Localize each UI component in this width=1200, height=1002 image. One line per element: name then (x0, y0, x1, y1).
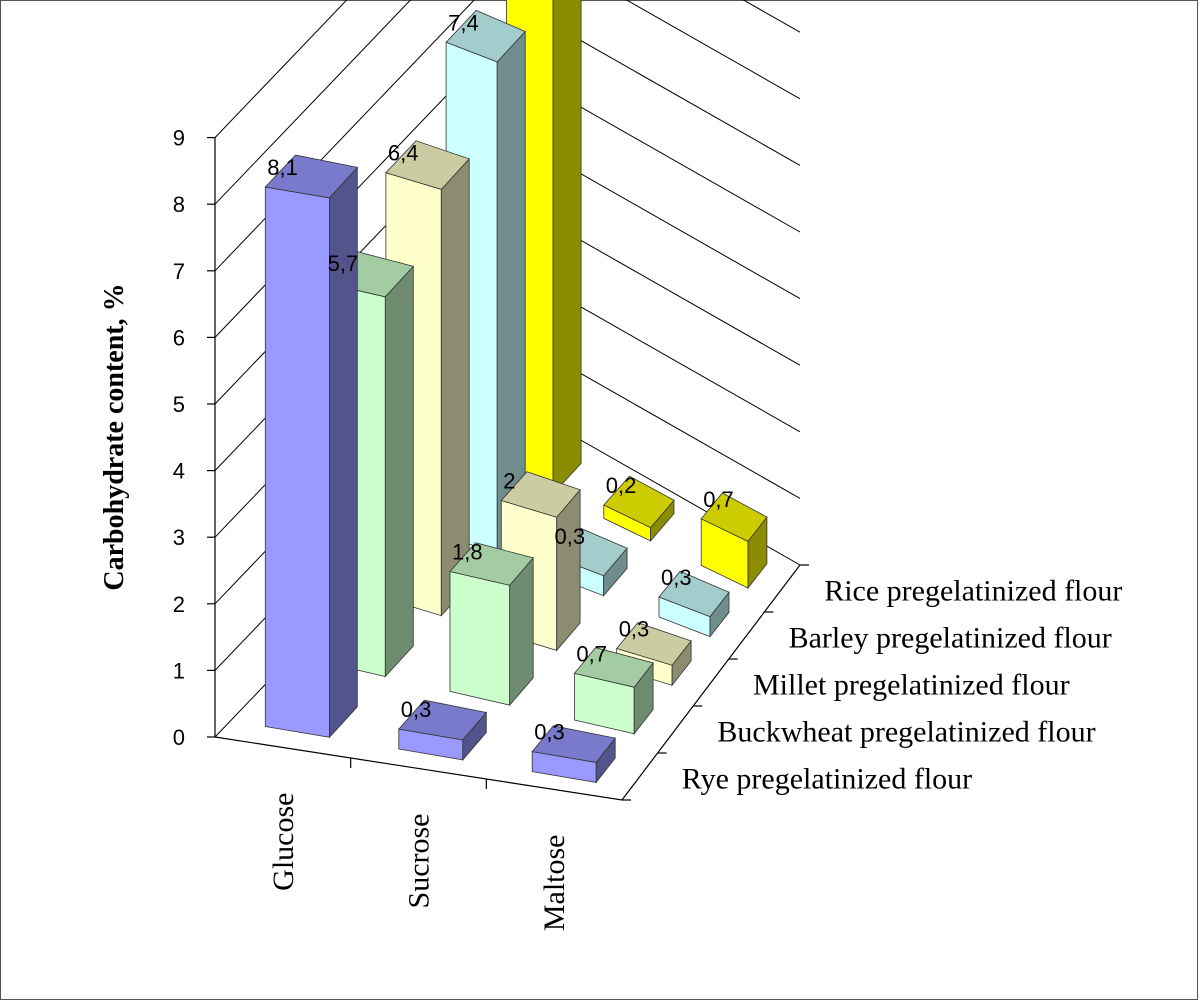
gridline (214, 0, 801, 205)
category-label: Maltose (538, 835, 571, 932)
data-label: 0,7 (703, 487, 734, 512)
y-tick-label: 1 (173, 658, 185, 683)
bar-top-face (264, 154, 359, 199)
y-tick-label: 0 (173, 725, 185, 750)
y-axis: 0 1 2 3 4 5 6 7 8 9 (173, 126, 215, 750)
data-label: 0,3 (661, 565, 692, 590)
series-label: Rice pregelatinized flour (824, 575, 1122, 608)
bar (573, 647, 654, 735)
y-tick-label: 6 (173, 325, 185, 350)
data-label: 0,3 (534, 720, 565, 745)
data-label: 2 (503, 469, 515, 494)
y-tick-label: 8 (173, 192, 185, 217)
bar-top-face (449, 542, 534, 586)
bar-top-face (700, 492, 768, 542)
data-label: 0,3 (555, 524, 586, 549)
bar (603, 475, 675, 542)
bar (449, 542, 534, 707)
bar (531, 725, 616, 784)
bar-top-face (531, 725, 616, 763)
series-label: Buckwheat pregelatinized flour (717, 716, 1095, 749)
y-tick-label: 3 (173, 525, 185, 550)
series-label: Rye pregelatinized flour (682, 763, 972, 796)
data-label: 7,4 (448, 10, 479, 35)
bar-top-face (616, 622, 692, 666)
bar (398, 699, 488, 761)
data-label: 0,3 (401, 697, 432, 722)
bars (264, 0, 768, 784)
y-tick-label: 4 (173, 459, 185, 484)
bar-front-face (264, 186, 330, 738)
bar-top-face (445, 9, 526, 63)
y-tick-label: 9 (173, 126, 185, 151)
bar-top-face (398, 699, 488, 741)
y-tick-label: 7 (173, 259, 185, 284)
data-label: 6,4 (388, 141, 419, 166)
category-label: Glucose (267, 793, 300, 891)
bar (264, 154, 359, 739)
category-axis: Glucose Sucrose Maltose (267, 758, 571, 931)
category-label: Sucrose (403, 814, 436, 909)
bar (658, 570, 730, 638)
data-label: 1,8 (452, 540, 483, 565)
gridline (214, 0, 348, 138)
bar-top-face (658, 570, 730, 618)
data-label: 0,7 (576, 641, 607, 666)
bar-top-face (385, 140, 470, 190)
bar-top-face (500, 471, 581, 518)
data-label: 0,3 (619, 617, 650, 642)
y-tick-label: 5 (173, 392, 185, 417)
bar-top-face (573, 647, 654, 688)
bar-front-face (449, 570, 511, 706)
data-label: 5,7 (328, 251, 359, 276)
y-tick-label: 2 (173, 592, 185, 617)
data-labels: 8,90,20,77,40,30,36,420,35,71,80,78,10,3… (267, 10, 734, 745)
bar (700, 492, 768, 590)
data-label: 8,1 (267, 155, 298, 180)
data-label: 0,2 (606, 473, 637, 498)
series-label: Millet pregelatinized flour (753, 669, 1070, 702)
bar-side-face (552, 0, 582, 495)
bar-side-face (556, 488, 581, 652)
bar-top-face (603, 475, 675, 529)
bar-side-face (384, 265, 414, 678)
series-axis: Rye pregelatinized flour Buckwheat pregel… (622, 564, 1122, 801)
y-axis-title: Carbohydrate content, % (99, 283, 130, 590)
series-label: Barley pregelatinized flour (789, 622, 1112, 655)
